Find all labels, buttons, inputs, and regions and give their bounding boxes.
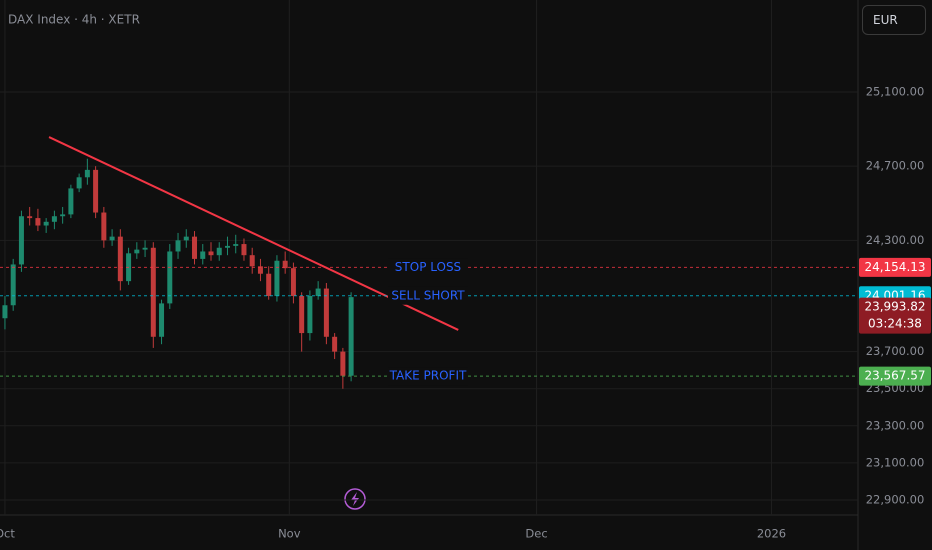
currency-button[interactable]: EUR	[862, 5, 926, 35]
candle-body	[299, 295, 305, 334]
y-tick-label: 24,700.00	[866, 159, 925, 173]
candle-body	[249, 255, 255, 267]
level-label: STOP LOSS	[395, 260, 461, 274]
candle-body	[183, 236, 189, 241]
candle-body	[51, 216, 57, 222]
candle-body	[233, 244, 239, 246]
chart-title: DAX Index · 4h · XETR	[8, 13, 140, 27]
candle-body	[200, 251, 206, 259]
y-tick-label: 23,300.00	[866, 418, 925, 432]
y-tick-label: 25,100.00	[866, 84, 925, 98]
candle-body	[175, 240, 181, 252]
price-tag-bg	[859, 366, 931, 386]
level-label-bg	[388, 286, 468, 305]
candle-body	[93, 169, 99, 213]
candle-body	[76, 177, 82, 189]
price-tag: 24,154.13	[864, 260, 925, 274]
candle-body	[332, 336, 338, 352]
candle-body	[27, 216, 33, 219]
level-label: SELL SHORT	[391, 288, 465, 302]
level-label-bg	[388, 258, 468, 277]
candle-body	[84, 169, 90, 178]
y-tick-label: 23,700.00	[866, 344, 925, 358]
candle-body	[348, 297, 354, 376]
candle-body	[134, 249, 140, 254]
y-tick-label: 22,900.00	[866, 492, 925, 506]
candle-body	[109, 236, 115, 241]
candle-body	[257, 266, 263, 274]
candle-body	[274, 260, 280, 296]
candle-body	[60, 214, 66, 217]
candle-body	[224, 245, 230, 248]
level-label-bg	[388, 367, 468, 386]
plot-layer: STOP LOSS SELL SHORT TAKE PROFIT	[0, 0, 858, 515]
price-tag: 23,567.57	[864, 369, 925, 383]
y-tick-label: 24,300.00	[866, 233, 925, 247]
candle-body	[323, 288, 329, 337]
last-price-bg	[859, 297, 931, 334]
candle-body	[307, 295, 313, 334]
candle-body	[192, 236, 198, 259]
x-tick-label: 2026	[757, 527, 786, 541]
candle-body	[43, 221, 49, 226]
price-tag-bg	[859, 257, 931, 277]
x-tick-label: Nov	[278, 527, 301, 541]
x-tick-label: Oct	[0, 527, 15, 541]
candle-body	[68, 188, 74, 215]
candle-body	[10, 264, 16, 306]
candle-body	[241, 244, 247, 256]
candle-body	[2, 305, 8, 319]
x-tick-label: Dec	[525, 527, 547, 541]
candle-body	[340, 351, 346, 376]
candle-body	[18, 216, 24, 265]
candle-body	[150, 247, 156, 337]
lightning-icon	[344, 488, 366, 510]
countdown: 03:24:38	[868, 317, 922, 331]
candle-body	[282, 260, 288, 269]
candle-body	[167, 251, 173, 304]
candle-body	[101, 212, 107, 241]
candle-body	[315, 288, 321, 296]
candle-body	[216, 247, 222, 256]
candle-body	[142, 247, 148, 250]
candle-body	[290, 268, 296, 296]
candle-body	[159, 303, 165, 337]
candle-body	[117, 236, 123, 282]
candle-body	[35, 218, 41, 226]
candle-body	[208, 251, 214, 256]
y-tick-label: 23,100.00	[866, 455, 925, 469]
candle-body	[266, 273, 272, 296]
last-price: 23,993.82	[864, 300, 925, 314]
level-label: TAKE PROFIT	[389, 369, 467, 383]
